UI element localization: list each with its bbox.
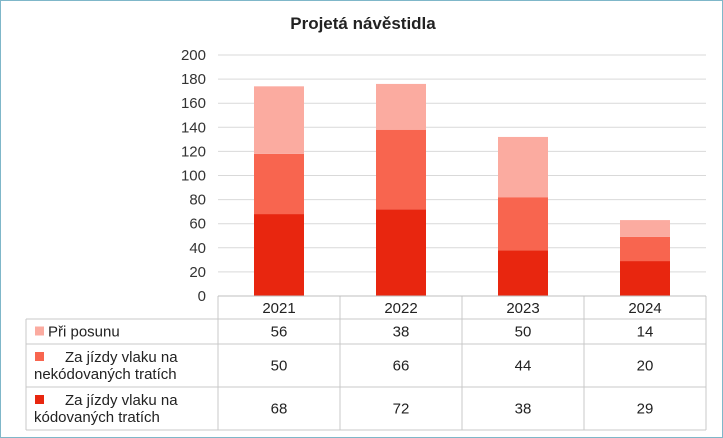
x-tick-label: 2022	[384, 300, 417, 317]
bar-segment	[498, 250, 548, 296]
data-label: 44	[515, 358, 532, 375]
bar-segment	[254, 214, 304, 296]
data-label: 68	[271, 401, 288, 418]
legend-swatch	[35, 352, 44, 361]
bar-segment	[498, 136, 548, 198]
data-label: 56	[271, 324, 288, 341]
y-tick-label: 80	[189, 192, 206, 209]
data-label: 50	[271, 358, 288, 375]
x-tick-label: 2021	[262, 300, 295, 317]
legend-swatch	[35, 395, 44, 404]
legend-label: Za jízdy vlaku na	[65, 392, 178, 409]
y-tick-label: 140	[181, 119, 206, 136]
y-axis: 0 20 40 60 80 100 120 140 160 180 200	[181, 47, 206, 305]
data-label: 66	[393, 358, 410, 375]
data-label: 29	[637, 401, 654, 418]
y-tick-label: 0	[198, 288, 206, 305]
y-tick-label: 180	[181, 71, 206, 88]
bar-segment	[498, 197, 548, 251]
bar-segment	[376, 129, 426, 210]
y-tick-label: 100	[181, 168, 206, 185]
legend-label: kódovaných tratích	[34, 409, 160, 426]
bar-segment	[376, 83, 426, 130]
data-label: 72	[393, 401, 410, 418]
bar-segment	[620, 261, 670, 296]
y-tick-label: 40	[189, 240, 206, 257]
bar-segment	[376, 209, 426, 296]
data-label: 14	[637, 324, 654, 341]
chart-title: Projetá návěstidla	[290, 14, 436, 33]
legend-label: Za jízdy vlaku na	[65, 349, 178, 366]
bar-segment	[620, 220, 670, 237]
data-table: 2021 2022 2023 2024 Při posunu 56 38 50 14 Za jíz…	[25, 295, 707, 431]
data-label: 38	[393, 324, 410, 341]
y-tick-label: 200	[181, 47, 206, 64]
data-label: 38	[515, 401, 532, 418]
y-tick-label: 20	[189, 264, 206, 281]
legend-swatch	[35, 326, 44, 336]
bar-segment	[254, 153, 304, 215]
bar-segment	[620, 236, 670, 262]
y-tick-label: 120	[181, 143, 206, 160]
data-label: 20	[637, 358, 654, 375]
bars	[254, 83, 670, 296]
y-tick-label: 160	[181, 95, 206, 112]
data-label: 50	[515, 324, 532, 341]
x-tick-label: 2023	[506, 300, 539, 317]
legend-label: Při posunu	[48, 324, 120, 341]
x-tick-label: 2024	[628, 300, 661, 317]
legend-label: nekódovaných tratích	[34, 366, 177, 383]
y-tick-label: 60	[189, 216, 206, 233]
bar-segment	[254, 86, 304, 154]
